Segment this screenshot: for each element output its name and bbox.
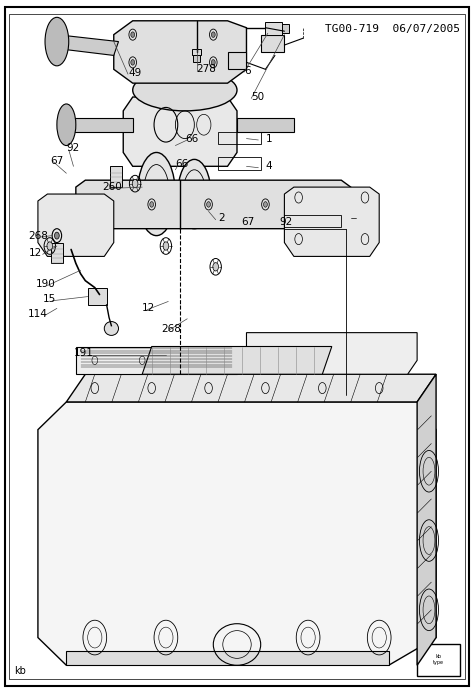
- Text: 50: 50: [251, 92, 264, 102]
- Text: 66: 66: [185, 134, 198, 143]
- Polygon shape: [123, 97, 237, 166]
- Polygon shape: [114, 21, 246, 83]
- Bar: [261, 35, 284, 52]
- Circle shape: [131, 60, 135, 65]
- Polygon shape: [57, 35, 118, 55]
- Circle shape: [150, 202, 154, 207]
- Polygon shape: [76, 346, 237, 374]
- Bar: [218, 157, 261, 170]
- Text: kb
type: kb type: [433, 654, 444, 665]
- Text: 66: 66: [175, 159, 189, 169]
- Polygon shape: [246, 333, 417, 374]
- Bar: [417, 644, 460, 676]
- Bar: [193, 55, 200, 62]
- Text: kb: kb: [14, 666, 26, 676]
- Bar: [218, 132, 261, 144]
- Circle shape: [47, 242, 53, 250]
- Bar: [51, 243, 63, 263]
- Bar: [228, 52, 246, 69]
- Bar: [282, 24, 289, 33]
- Text: TG00-719  06/07/2005: TG00-719 06/07/2005: [325, 24, 460, 34]
- Polygon shape: [76, 180, 351, 229]
- Text: 191: 191: [73, 349, 93, 358]
- Circle shape: [264, 202, 267, 207]
- Circle shape: [211, 60, 215, 65]
- Text: 260: 260: [102, 182, 122, 192]
- Circle shape: [131, 32, 135, 37]
- Polygon shape: [38, 402, 436, 665]
- Bar: [192, 49, 201, 55]
- Ellipse shape: [133, 69, 237, 111]
- Bar: [110, 166, 122, 187]
- Text: 49: 49: [128, 68, 141, 78]
- Text: 6: 6: [244, 66, 251, 76]
- Polygon shape: [66, 651, 389, 665]
- Circle shape: [213, 263, 219, 271]
- Text: 15: 15: [43, 295, 56, 304]
- Circle shape: [149, 184, 164, 204]
- Text: 12: 12: [28, 248, 42, 258]
- Text: 2: 2: [218, 213, 225, 223]
- Circle shape: [163, 242, 169, 250]
- Text: 67: 67: [242, 217, 255, 227]
- Ellipse shape: [178, 159, 211, 229]
- Text: 190: 190: [36, 279, 55, 289]
- Text: 67: 67: [50, 156, 63, 166]
- Text: 114: 114: [27, 309, 47, 319]
- Ellipse shape: [137, 152, 175, 236]
- Polygon shape: [237, 118, 294, 132]
- Bar: [88, 288, 107, 305]
- Polygon shape: [417, 374, 436, 665]
- Text: 268: 268: [161, 324, 181, 334]
- Polygon shape: [66, 118, 133, 132]
- Bar: [265, 22, 282, 35]
- Polygon shape: [38, 194, 114, 256]
- Bar: [284, 215, 341, 227]
- Circle shape: [55, 232, 59, 239]
- Circle shape: [320, 202, 324, 207]
- Ellipse shape: [57, 104, 76, 146]
- Polygon shape: [142, 346, 332, 374]
- Circle shape: [189, 186, 200, 202]
- Ellipse shape: [45, 17, 69, 66]
- Circle shape: [132, 179, 138, 188]
- Text: 1: 1: [265, 134, 272, 143]
- Text: 12: 12: [142, 304, 155, 313]
- Text: 278: 278: [197, 64, 217, 74]
- Text: 92: 92: [280, 217, 293, 227]
- Text: 92: 92: [66, 143, 80, 153]
- Ellipse shape: [104, 322, 118, 335]
- Text: 4: 4: [265, 161, 272, 171]
- Circle shape: [211, 32, 215, 37]
- Polygon shape: [66, 374, 436, 402]
- Text: 268: 268: [28, 231, 48, 240]
- Polygon shape: [284, 187, 379, 256]
- Circle shape: [93, 202, 97, 207]
- Circle shape: [207, 202, 210, 207]
